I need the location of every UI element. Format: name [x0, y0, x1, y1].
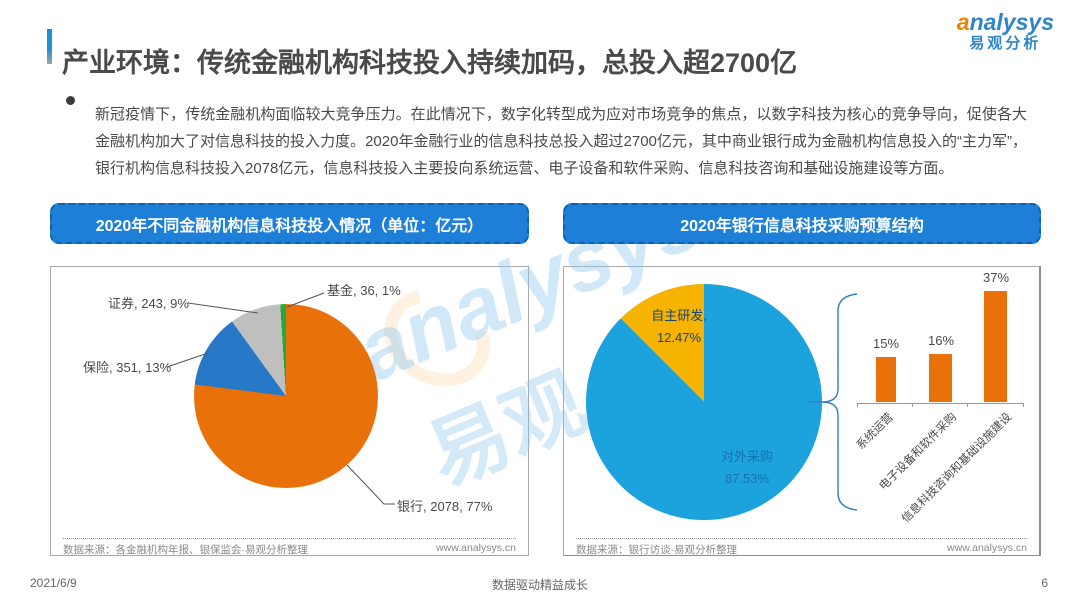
logo-brand-chinese: 易观分析: [969, 35, 1042, 53]
brace-connector: [809, 293, 858, 511]
pie-label-insurance: 保险, 351, 13%: [83, 360, 172, 375]
right-chart-panel: 自主研发, 12.47% 对外采购 87.53% 15% 16% 37% 系统运…: [563, 266, 1041, 556]
pie-label-inhouse: 自主研发, 12.47%: [651, 308, 707, 345]
footer-date: 2021/6/9: [30, 576, 77, 590]
pie-label-outsourced: 对外采购 87.53%: [720, 449, 773, 486]
pie-chart-procurement: [586, 284, 822, 520]
left-chart-panel: 基金, 36, 1% 证券, 243, 9% 保险, 351, 13% 银行, …: [50, 266, 529, 556]
axis-tick: [912, 403, 913, 407]
bar-hardware-software: [929, 354, 952, 402]
left-source-text: 数据来源：各金融机构年报、银保监会·易观分析整理: [63, 544, 308, 556]
title-accent-bar: [47, 29, 52, 64]
bullet-icon: [66, 96, 75, 105]
right-website-text: www.analysys.cn: [947, 542, 1027, 554]
right-source-text: 数据来源：银行访谈·易观分析整理: [576, 544, 737, 556]
left-website-text: www.analysys.cn: [436, 542, 516, 554]
summary-paragraph: 新冠疫情下，传统金融机构面临较大竞争压力。在此情况下，数字化转型成为应对市场竞争…: [95, 106, 1027, 177]
pie-label-bank: 银行, 2078, 77%: [397, 499, 493, 514]
left-chart-title: 2020年不同金融机构信息科技投入情况（单位：亿元）: [50, 203, 529, 244]
pie-chart-institutions: [194, 304, 378, 488]
pie-label-fund: 基金, 36, 1%: [327, 283, 401, 298]
bar-system-operation: [876, 357, 896, 402]
footer-slogan: 数据驱动精益成长: [491, 578, 588, 592]
bar-consulting-infrastructure: [984, 291, 1007, 402]
pie-label-securities: 证券, 243, 9%: [108, 296, 189, 311]
bar-axis: [857, 403, 1024, 404]
source-divider: [63, 538, 516, 539]
source-divider: [576, 538, 1027, 539]
axis-tick: [1023, 403, 1024, 407]
bar-value-label: 37%: [982, 270, 1010, 285]
axis-tick: [967, 403, 968, 407]
right-chart-title: 2020年银行信息科技采购预算结构: [563, 203, 1041, 244]
page-title: 产业环境：传统金融机构科技投入持续加码，总投入超2700亿: [62, 48, 798, 79]
axis-tick: [857, 403, 858, 407]
analysys-logo: analysys 易观分析: [957, 9, 1054, 53]
footer-page-number: 6: [1041, 576, 1048, 590]
pie-label-leader-lines: [166, 292, 395, 505]
bar-value-label: 16%: [927, 333, 955, 348]
bar-value-label: 15%: [872, 336, 900, 351]
logo-brand-text: analysys: [956, 9, 1054, 35]
